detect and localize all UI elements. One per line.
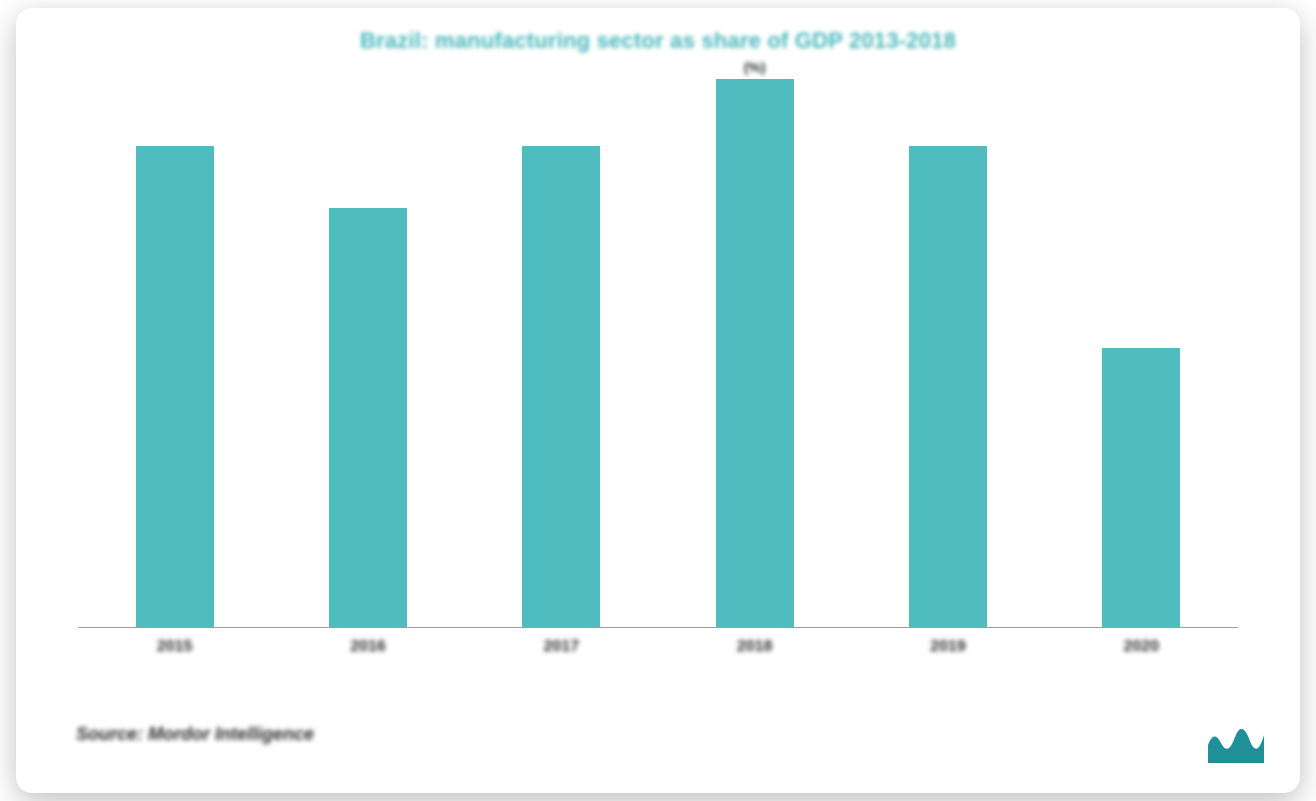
source-text: Source: Mordor Intelligence [76,724,314,745]
bars-container: (%) [78,68,1238,628]
mt-logo-icon [1206,723,1266,767]
chart-card: Brazil: manufacturing sector as share of… [16,8,1300,793]
bar [909,146,987,628]
x-tick: 2016 [271,638,464,656]
chart-title: Brazil: manufacturing sector as share of… [44,28,1272,54]
bar-slot [1045,68,1238,628]
bar [329,208,407,628]
mt-logo [1206,723,1266,767]
x-tick: 2020 [1045,638,1238,656]
x-tick: 2017 [465,638,658,656]
bar [1102,348,1180,628]
bar-slot: (%) [658,68,851,628]
x-tick: 2018 [658,638,851,656]
x-tick: 2015 [78,638,271,656]
bar [136,146,214,628]
x-axis-line [78,627,1238,629]
bar [522,146,600,628]
value-label: (%) [744,59,766,75]
bar-slot [78,68,271,628]
bar-slot [271,68,464,628]
bar [716,79,794,628]
x-tick: 2019 [851,638,1044,656]
plot-area: (%) [78,68,1238,628]
x-ticks: 2015 2016 2017 2018 2019 2020 [78,638,1238,656]
bar-slot [465,68,658,628]
bar-slot [851,68,1044,628]
